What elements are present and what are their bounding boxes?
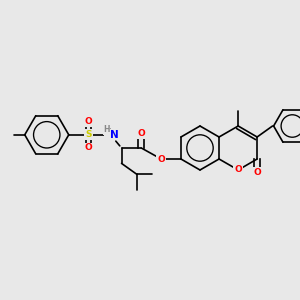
Text: O: O bbox=[234, 166, 242, 175]
Text: O: O bbox=[85, 143, 92, 152]
Text: N: N bbox=[110, 130, 119, 140]
Text: H: H bbox=[103, 125, 110, 134]
Text: H: H bbox=[104, 128, 111, 137]
Text: O: O bbox=[157, 154, 165, 164]
Text: O: O bbox=[85, 117, 92, 126]
Text: O: O bbox=[253, 168, 261, 177]
Text: N: N bbox=[110, 130, 117, 139]
Text: S: S bbox=[85, 130, 92, 139]
Text: O: O bbox=[137, 129, 145, 138]
